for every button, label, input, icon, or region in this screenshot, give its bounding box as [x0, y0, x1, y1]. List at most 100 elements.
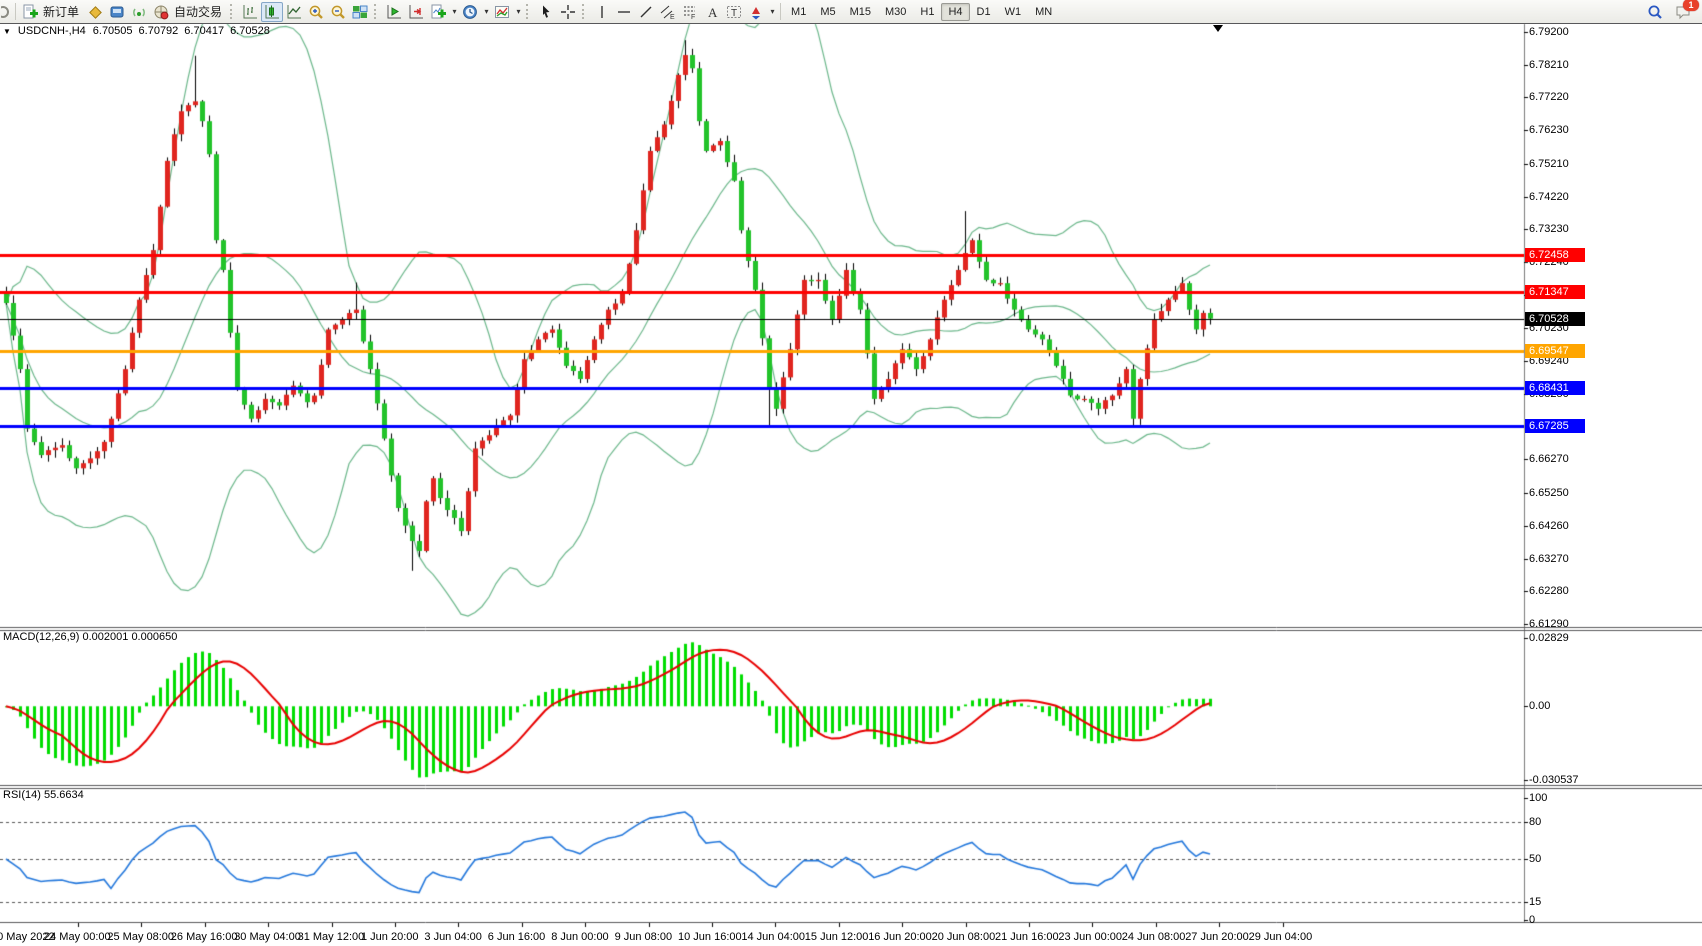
- macd-axis-tick: -0.030537: [1529, 774, 1579, 786]
- time-axis-label: 29 Jun 04:00: [1248, 931, 1313, 943]
- macd-name: MACD(12,26,9): [3, 631, 80, 643]
- zoom-in-icon[interactable]: [305, 2, 327, 22]
- chat-icon[interactable]: 1: [1672, 0, 1699, 22]
- chart-title: ▼ USDCNH-,H4 6.70505 6.70792 6.70417 6.7…: [3, 25, 270, 37]
- auto-trading-icon[interactable]: [150, 2, 172, 22]
- time-axis-label: 24 May 00:00: [44, 931, 111, 943]
- toolbar-separator: [780, 3, 782, 20]
- templates-icon[interactable]: [491, 2, 513, 22]
- svg-text:T: T: [731, 8, 737, 19]
- time-axis-label: 1 Jun 20:00: [361, 931, 419, 943]
- price-axis-tick: 6.64260: [1529, 519, 1569, 532]
- fibonacci-icon[interactable]: F: [679, 2, 701, 22]
- ohlc-open: 6.70505: [92, 25, 133, 37]
- templates-caret[interactable]: ▾: [516, 7, 521, 16]
- time-axis-label: 20 Jun 08:00: [931, 931, 996, 943]
- indicators-caret[interactable]: ▾: [452, 7, 457, 16]
- auto-scroll-icon[interactable]: [383, 2, 405, 22]
- price-axis-tick: 6.78210: [1529, 58, 1569, 71]
- time-axis-label: 9 Jun 08:00: [614, 931, 673, 943]
- periods-caret[interactable]: ▾: [484, 7, 489, 16]
- toolbar-grip: [374, 4, 379, 19]
- toolbar-grip: [526, 4, 531, 19]
- text-icon[interactable]: A: [701, 2, 723, 22]
- vertical-line-icon[interactable]: [591, 2, 613, 22]
- crosshair-icon[interactable]: [557, 2, 579, 22]
- svg-text:A: A: [708, 5, 718, 20]
- timeframe-m1[interactable]: M1: [791, 5, 807, 18]
- rsi-axis-tick: 0: [1529, 914, 1536, 926]
- text-label-icon[interactable]: T: [723, 2, 745, 22]
- price-axis-tick: 6.79200: [1529, 25, 1569, 38]
- navigator-icon[interactable]: [0, 2, 12, 22]
- arrows-icon[interactable]: [745, 2, 767, 22]
- arrows-caret[interactable]: ▾: [770, 7, 775, 16]
- new-order-icon[interactable]: [19, 2, 41, 22]
- horizontal-line-icon[interactable]: [613, 2, 635, 22]
- toolbar-grip: [582, 4, 587, 19]
- metaeditor-icon[interactable]: [84, 2, 106, 22]
- chart-shift-icon[interactable]: [405, 2, 427, 22]
- price-line-badge: 6.71347: [1525, 284, 1585, 299]
- time-axis-label: 10 Jun 16:00: [678, 931, 742, 943]
- timeframe-m5[interactable]: M5: [820, 5, 836, 18]
- chart-candles-icon[interactable]: [261, 1, 284, 22]
- ohlc-low: 6.70417: [184, 25, 225, 37]
- price-axis-tick: 6.73230: [1529, 223, 1569, 236]
- chart-shift-marker[interactable]: [1213, 25, 1223, 32]
- timeframe-h4[interactable]: H4: [941, 2, 970, 21]
- timeframe-h1[interactable]: H1: [920, 5, 935, 18]
- zoom-out-icon[interactable]: [327, 2, 349, 22]
- time-axis-label: 6 Jun 16:00: [487, 931, 546, 943]
- timeframe-w1[interactable]: W1: [1004, 5, 1022, 18]
- equidistant-channel-icon[interactable]: E: [657, 2, 679, 22]
- indicators-icon[interactable]: [427, 2, 449, 22]
- timeframe-mn[interactable]: MN: [1035, 5, 1053, 18]
- periods-icon[interactable]: [459, 2, 481, 22]
- price-axis-tick: 6.63270: [1529, 552, 1569, 565]
- time-axis-label: 3 Jun 04:00: [424, 931, 482, 943]
- timeframe-m30[interactable]: M30: [885, 5, 907, 18]
- symbol-period-label: USDCNH-,H4: [17, 25, 86, 37]
- time-axis-label: 27 Jun 20:00: [1185, 931, 1249, 943]
- macd-axis-tick: 0.00: [1529, 700, 1551, 713]
- rsi-axis-tick: 80: [1529, 816, 1542, 829]
- price-line-badge: 6.67285: [1525, 418, 1585, 433]
- time-axis-label: 31 May 12:00: [297, 931, 365, 943]
- search-icon[interactable]: [1644, 2, 1666, 22]
- time-axis-label: 24 Jun 08:00: [1121, 931, 1186, 943]
- time-axis-label: 30 May 04:00: [234, 931, 301, 943]
- time-axis-label: 8 Jun 00:00: [551, 931, 609, 943]
- chart-bars-icon[interactable]: [239, 2, 261, 22]
- tile-windows-icon[interactable]: [349, 2, 371, 22]
- ohlc-close: 6.70528: [230, 25, 270, 37]
- symbol-collapse-arrow[interactable]: ▼: [3, 26, 11, 36]
- price-axis-tick: 6.77220: [1529, 91, 1569, 104]
- time-axis-label: 26 May 16:00: [170, 931, 238, 943]
- time-axis-label-edge: 20 May 2022: [0, 931, 55, 943]
- price-axis-tick: 6.74220: [1529, 190, 1569, 203]
- toolbar: 新订单 自动交易: [0, 0, 1702, 24]
- signals-icon[interactable]: [128, 2, 150, 22]
- price-line-badge: 6.68431: [1525, 380, 1585, 395]
- price-line-badge: 6.72458: [1525, 247, 1585, 262]
- rsi-axis-tick: 100: [1529, 792, 1548, 804]
- notification-badge[interactable]: 1: [1683, 0, 1699, 11]
- time-axis-label: 21 Jun 16:00: [995, 931, 1059, 943]
- chart-line-icon[interactable]: [283, 2, 305, 22]
- auto-trading-button[interactable]: 自动交易: [174, 5, 223, 19]
- time-axis-label: 25 May 08:00: [107, 931, 175, 943]
- timeframe-d1[interactable]: D1: [976, 5, 991, 18]
- price-axis-tick: 6.61290: [1529, 618, 1569, 631]
- toolbar-grip: [230, 4, 235, 19]
- cursor-icon[interactable]: [535, 2, 557, 22]
- timeframe-m15[interactable]: M15: [849, 5, 871, 18]
- rsi-label: RSI(14) 55.6634: [3, 789, 84, 801]
- ohlc-high: 6.70792: [138, 25, 179, 37]
- svg-text:F: F: [691, 14, 695, 20]
- new-order-button[interactable]: 新订单: [43, 5, 80, 19]
- trendline-icon[interactable]: [635, 2, 657, 22]
- rsi-name: RSI(14): [3, 789, 41, 801]
- terminal-icon[interactable]: [106, 2, 128, 22]
